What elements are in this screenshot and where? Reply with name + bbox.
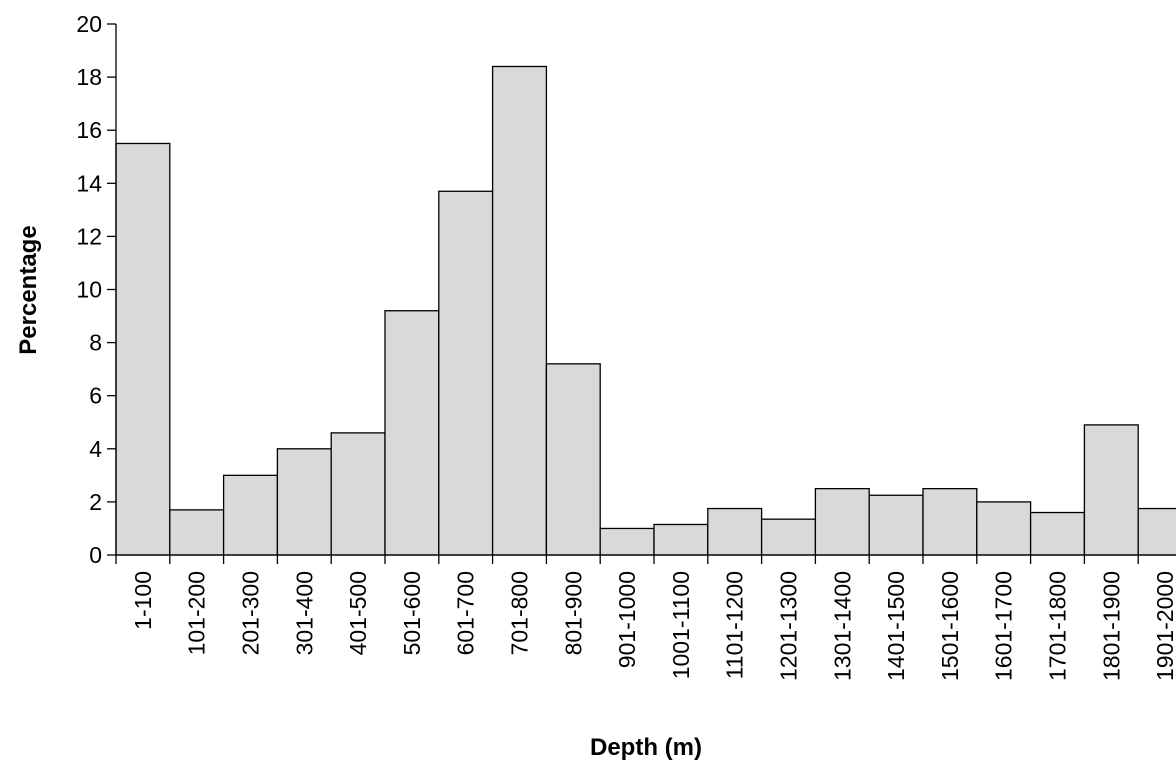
y-tick-label: 12: [76, 223, 102, 249]
x-tick-label: 1901-2000: [1152, 571, 1176, 681]
bar: [276, 448, 332, 556]
x-tick-label: 1601-1700: [991, 571, 1017, 681]
y-tick-label: 8: [89, 330, 102, 356]
y-tick-label: 14: [76, 170, 102, 196]
x-tick-label: 1301-1400: [829, 571, 855, 681]
y-tick-label: 2: [89, 489, 102, 515]
x-tick-label: 401-500: [345, 571, 371, 655]
x-tick-label: 901-1000: [614, 571, 640, 668]
bar: [976, 501, 1032, 556]
bar: [330, 432, 386, 556]
x-tick-label: 101-200: [184, 571, 210, 655]
bar: [438, 190, 494, 556]
bar: [922, 487, 978, 556]
bar: [707, 507, 763, 556]
x-tick-label: 1201-1300: [776, 571, 802, 681]
bar: [169, 509, 225, 556]
x-tick-label: 501-600: [399, 571, 425, 655]
x-tick-label: 1701-1800: [1045, 571, 1071, 681]
y-tick-label: 4: [89, 436, 102, 462]
bar: [491, 65, 548, 556]
x-tick-label: 1801-1900: [1098, 571, 1124, 681]
bar: [599, 527, 655, 556]
x-tick-label: 201-300: [238, 571, 264, 655]
y-tick-label: 16: [76, 117, 102, 143]
y-tick-label: 10: [76, 277, 102, 303]
bar: [545, 363, 601, 556]
bars-group: [115, 65, 1176, 556]
x-axis-ticks: 1-100 101-200 201-300 301-400 401-500 501-600…: [115, 555, 1176, 681]
x-tick-label: 801-900: [560, 571, 586, 655]
x-tick-label: 1001-1100: [668, 571, 694, 679]
bar: [1083, 424, 1139, 556]
x-tick-label: 301-400: [291, 571, 317, 655]
x-tick-label: 701-800: [507, 571, 533, 655]
bar: [384, 310, 440, 556]
bar: [814, 487, 870, 556]
x-axis-title: Depth (m): [590, 734, 702, 761]
y-tick-label: 18: [76, 64, 102, 90]
bar: [760, 518, 817, 556]
y-tick-label: 0: [89, 542, 102, 568]
bar: [1137, 507, 1176, 556]
y-axis-ticks: 0 2 4 6 8 10 12 14 16 18 20: [76, 11, 116, 568]
bar: [1029, 511, 1086, 556]
y-tick-label: 6: [89, 383, 102, 409]
bar: [868, 494, 924, 556]
x-tick-label: 1-100: [130, 571, 156, 630]
y-axis-title: Percentage: [15, 225, 42, 354]
bar: [222, 474, 279, 556]
x-tick-label: 1401-1500: [883, 571, 909, 681]
x-tick-label: 1101-1200: [722, 571, 748, 679]
bar: [115, 142, 171, 556]
x-tick-label: 601-700: [453, 571, 479, 655]
y-tick-label: 20: [76, 11, 102, 37]
x-tick-label: 1501-1600: [937, 571, 963, 681]
bar: [653, 523, 709, 556]
